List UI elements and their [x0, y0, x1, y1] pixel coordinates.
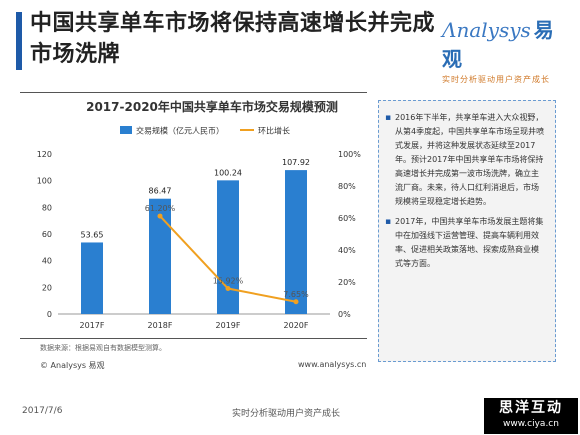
chart-bottom-divider: [20, 338, 367, 339]
analysys-logo: Λnalysys 易观 实时分析驱动用户资产成长: [442, 14, 572, 84]
growth-value-label: 15.92%: [213, 277, 244, 286]
bar-value-label: 100.24: [214, 168, 242, 177]
logo-cn: 易观: [442, 18, 554, 71]
growth-value-label: 61.20%: [145, 204, 176, 213]
badge-cn: 思洋互动: [499, 400, 563, 416]
x-tick-label: 2019F: [216, 321, 241, 330]
chart-svg: 交易规模（亿元人民币） 环比增长 0 20 40 60 80 100 120 0% 20% 40% 6…: [37, 126, 362, 331]
growth-value-label: 7.65%: [283, 290, 309, 299]
legend-bar-label: 交易规模（亿元人民币）: [136, 126, 224, 136]
bar: [217, 180, 239, 314]
bar-value-label: 107.92: [282, 158, 310, 167]
copyright-text: © Analysys 易观: [40, 361, 105, 370]
y-right-tick-label: 80%: [338, 182, 356, 191]
bar-value-label: 86.47: [149, 187, 172, 196]
insight-item: 2017年，中国共享单车市场发展主题将集中在加强线下运营管理、提高车辆利用效率、…: [385, 215, 545, 271]
logo-glyph-a: Λ: [442, 18, 457, 42]
badge-url: www.ciya.cn: [503, 419, 559, 429]
growth-point: [157, 213, 163, 219]
x-tick-label: 2018F: [148, 321, 173, 330]
bar: [149, 198, 171, 314]
bar-series: [81, 170, 307, 314]
y-left-tick-label: 20: [42, 283, 52, 292]
bar: [285, 170, 307, 314]
chart-axes: 0 20 40 60 80 100 120 0% 20% 40% 60% 80% 100% 2017F 20…: [37, 150, 362, 330]
insight-item: 2016年下半年，共享单车进入大众视野，从第4季度起，中国共享单车市场呈现井喷式…: [385, 111, 545, 209]
y-left-tick-label: 80: [42, 203, 52, 212]
legend-bar-swatch: [120, 126, 132, 134]
y-right-tick-label: 20%: [338, 278, 356, 287]
x-tick-label: 2020F: [284, 321, 309, 330]
footer-slogan: 实时分析驱动用户资产成长: [232, 409, 341, 419]
growth-point: [293, 299, 299, 305]
data-labels: 53.65 86.47 100.24 107.92 61.20% 15.92% 7.65%: [81, 158, 310, 299]
y-left-tick-label: 120: [37, 150, 52, 159]
x-tick-label: 2017F: [80, 321, 105, 330]
y-right-tick-label: 0%: [338, 310, 351, 319]
logo-text: nalysys: [456, 18, 531, 42]
y-left-tick-label: 100: [37, 177, 52, 186]
chart-top-divider: [20, 92, 367, 93]
logo-tagline: 实时分析驱动用户资产成长: [442, 75, 550, 84]
legend-line-label: 环比增长: [258, 126, 290, 136]
y-left-tick-label: 40: [42, 257, 52, 266]
source-note: 数据来源：根据易观自有数据模型测算。: [40, 344, 166, 352]
y-right-tick-label: 40%: [338, 246, 356, 255]
y-right-tick-label: 100%: [338, 150, 361, 159]
watermark-badge: 思洋互动 www.ciya.cn: [484, 398, 578, 434]
insight-panel: 2016年下半年，共享单车进入大众视野，从第4季度起，中国共享单车市场呈现井喷式…: [378, 100, 556, 362]
line-series: [157, 213, 299, 305]
page-title: 中国共享单车市场将保持高速增长并完成市场洗牌: [30, 11, 436, 67]
website-url: www.analysys.cn: [298, 360, 367, 369]
bar-value-label: 53.65: [81, 230, 104, 239]
y-left-tick-label: 60: [42, 230, 52, 239]
bar: [81, 242, 103, 314]
y-left-tick-label: 0: [47, 310, 52, 319]
footer-date: 2017/7/6: [22, 406, 63, 416]
chart-legend: 交易规模（亿元人民币） 环比增长: [120, 126, 290, 136]
title-accent-bar: [16, 12, 22, 70]
growth-point: [225, 286, 231, 292]
y-right-tick-label: 60%: [338, 214, 356, 223]
chart-title: 2017-2020年中国共享单车市场交易规模预测: [86, 100, 338, 114]
